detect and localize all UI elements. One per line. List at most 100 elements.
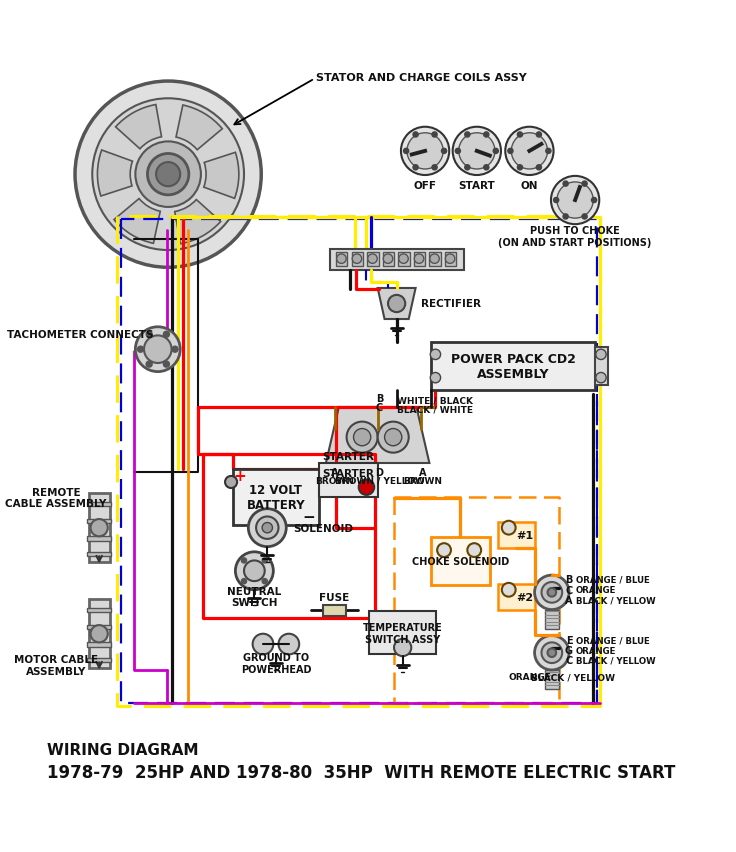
Text: STATOR AND CHARGE COILS ASSY: STATOR AND CHARGE COILS ASSY xyxy=(316,72,527,83)
Text: OFF: OFF xyxy=(414,181,436,191)
Circle shape xyxy=(464,165,470,170)
Circle shape xyxy=(437,544,451,557)
Circle shape xyxy=(248,509,286,547)
Circle shape xyxy=(156,163,180,187)
Bar xyxy=(595,348,608,386)
Circle shape xyxy=(262,523,272,533)
Circle shape xyxy=(384,429,402,446)
Circle shape xyxy=(557,182,593,219)
Circle shape xyxy=(353,429,371,446)
Bar xyxy=(87,642,111,647)
Circle shape xyxy=(432,165,437,170)
Circle shape xyxy=(484,165,489,170)
Circle shape xyxy=(413,133,418,138)
Circle shape xyxy=(506,128,553,176)
Circle shape xyxy=(347,422,378,453)
Circle shape xyxy=(596,350,606,360)
Circle shape xyxy=(414,255,424,264)
Wedge shape xyxy=(97,151,132,197)
Text: STARTER: STARTER xyxy=(322,452,375,462)
Text: +: + xyxy=(233,469,246,484)
Circle shape xyxy=(542,642,562,663)
Circle shape xyxy=(502,521,516,535)
Circle shape xyxy=(512,134,548,170)
Bar xyxy=(233,469,319,526)
Text: NEUTRAL
SWITCH: NEUTRAL SWITCH xyxy=(227,586,281,607)
Circle shape xyxy=(534,575,569,610)
Circle shape xyxy=(135,142,201,208)
Text: BLACK / YELLOW: BLACK / YELLOW xyxy=(576,656,656,665)
Circle shape xyxy=(430,255,439,264)
Text: B: B xyxy=(375,394,383,404)
Bar xyxy=(369,612,436,654)
Text: ORANGE: ORANGE xyxy=(576,585,616,595)
Circle shape xyxy=(537,133,542,138)
Bar xyxy=(330,250,464,271)
Text: B: B xyxy=(565,575,573,584)
Circle shape xyxy=(467,544,481,557)
Circle shape xyxy=(383,255,393,264)
Bar xyxy=(445,252,456,268)
Circle shape xyxy=(278,634,300,654)
Circle shape xyxy=(353,255,361,264)
Circle shape xyxy=(596,373,606,383)
Bar xyxy=(87,658,111,662)
Circle shape xyxy=(241,558,247,563)
Text: PUSH TO CHOKE
(ON AND START POSITIONS): PUSH TO CHOKE (ON AND START POSITIONS) xyxy=(498,226,652,248)
Circle shape xyxy=(592,199,597,204)
Bar xyxy=(398,252,409,268)
Text: ORANGE / BLUE: ORANGE / BLUE xyxy=(576,636,650,644)
Text: A: A xyxy=(330,467,339,477)
Circle shape xyxy=(147,154,189,196)
Text: A: A xyxy=(419,467,426,477)
Circle shape xyxy=(378,422,408,453)
Circle shape xyxy=(548,589,556,597)
Text: #2: #2 xyxy=(517,592,534,602)
Bar xyxy=(87,625,111,630)
Text: C: C xyxy=(565,585,573,595)
Text: SOLENOID: SOLENOID xyxy=(293,523,353,533)
Circle shape xyxy=(252,634,273,654)
Circle shape xyxy=(368,255,378,264)
Circle shape xyxy=(413,165,418,170)
Circle shape xyxy=(582,181,587,187)
Circle shape xyxy=(432,133,437,138)
Circle shape xyxy=(244,561,265,581)
Text: TACHOMETER CONNECTS: TACHOMETER CONNECTS xyxy=(7,329,153,339)
Bar xyxy=(89,493,110,562)
Text: BROWN: BROWN xyxy=(403,476,442,485)
Circle shape xyxy=(163,331,169,338)
Bar xyxy=(498,584,536,610)
Text: A: A xyxy=(565,596,573,606)
Circle shape xyxy=(464,133,470,138)
Bar xyxy=(431,538,489,584)
Bar xyxy=(319,463,378,498)
Circle shape xyxy=(582,215,587,220)
Circle shape xyxy=(256,517,278,539)
Circle shape xyxy=(163,362,169,368)
Bar xyxy=(431,343,595,390)
Text: WHITE / BLACK: WHITE / BLACK xyxy=(397,396,473,405)
Text: POWER PACK CD2
ASSEMBLY: POWER PACK CD2 ASSEMBLY xyxy=(450,352,576,380)
Text: #1: #1 xyxy=(517,530,534,540)
Circle shape xyxy=(534,636,569,671)
Text: WIRING DIAGRAM: WIRING DIAGRAM xyxy=(46,742,198,757)
Circle shape xyxy=(542,582,562,603)
Polygon shape xyxy=(378,289,416,320)
Text: D: D xyxy=(375,467,383,477)
Circle shape xyxy=(236,552,273,590)
Bar xyxy=(545,610,559,629)
Circle shape xyxy=(517,165,523,170)
Circle shape xyxy=(358,480,374,495)
Circle shape xyxy=(551,176,599,225)
Bar xyxy=(87,608,111,613)
Bar xyxy=(87,552,111,556)
Text: RECTIFIER: RECTIFIER xyxy=(421,299,481,309)
Bar xyxy=(545,671,559,689)
Circle shape xyxy=(456,149,461,154)
Circle shape xyxy=(546,149,551,154)
Circle shape xyxy=(403,149,408,154)
Circle shape xyxy=(445,255,455,264)
Bar xyxy=(87,502,111,507)
Circle shape xyxy=(431,373,441,383)
